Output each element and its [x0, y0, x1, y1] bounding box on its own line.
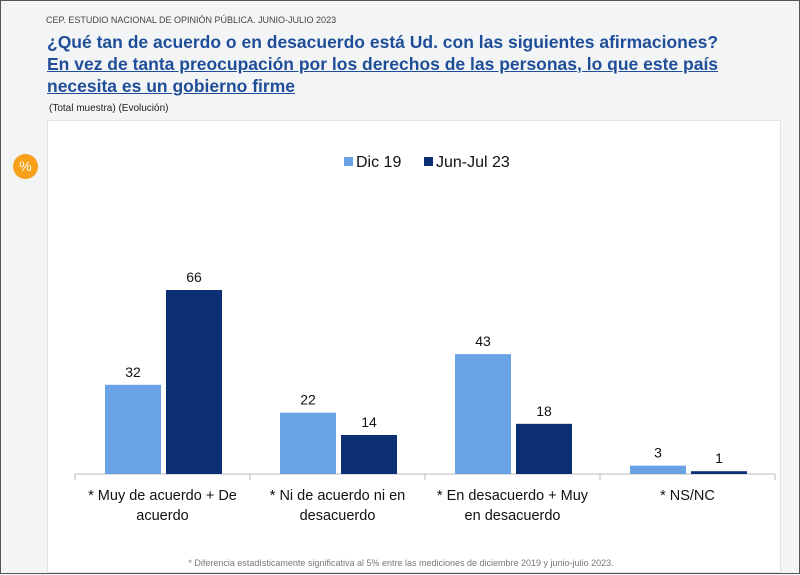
legend-swatch — [344, 157, 353, 166]
data-label: 18 — [536, 403, 552, 419]
bar-jun-jul-23 — [691, 471, 747, 474]
data-label: 43 — [475, 333, 491, 349]
category-label: acuerdo — [136, 508, 188, 524]
bar-dic-19 — [280, 412, 336, 474]
category-label: * NS/NC — [660, 488, 715, 504]
data-label: 32 — [125, 364, 141, 380]
legend-swatch — [424, 157, 433, 166]
category-label: desacuerdo — [300, 508, 376, 524]
data-label: 1 — [715, 450, 723, 466]
statement: En vez de tanta preocupación por los der… — [47, 54, 719, 96]
category-label: * En desacuerdo + Muy — [437, 488, 589, 504]
bar-jun-jul-23 — [516, 423, 572, 474]
data-label: 22 — [300, 392, 316, 408]
category-label: * Ni de acuerdo ni en — [270, 488, 405, 504]
data-label: 3 — [654, 445, 662, 461]
question: ¿Qué tan de acuerdo o en desacuerdo está… — [47, 32, 719, 52]
chart-title: ¿Qué tan de acuerdo o en desacuerdo está… — [47, 31, 767, 97]
subtitle: (Total muestra) (Evolución) — [49, 103, 169, 114]
bar-dic-19 — [105, 384, 161, 474]
legend-label: Dic 19 — [356, 154, 401, 171]
legend-label: Jun-Jul 23 — [436, 154, 510, 171]
bar-jun-jul-23 — [341, 434, 397, 474]
bar-jun-jul-23 — [166, 290, 222, 474]
source-line: CEP. ESTUDIO NACIONAL DE OPINIÓN PÚBLICA… — [46, 15, 337, 25]
category-label: * Muy de acuerdo + De — [88, 488, 237, 504]
footnote: * Diferencia estadísticamente significat… — [188, 558, 614, 568]
data-label: 66 — [186, 269, 202, 285]
percent-icon: % — [13, 154, 38, 179]
bar-dic-19 — [455, 354, 511, 474]
bar-dic-19 — [630, 465, 686, 474]
category-label: en desacuerdo — [465, 508, 561, 524]
data-label: 14 — [361, 414, 377, 430]
